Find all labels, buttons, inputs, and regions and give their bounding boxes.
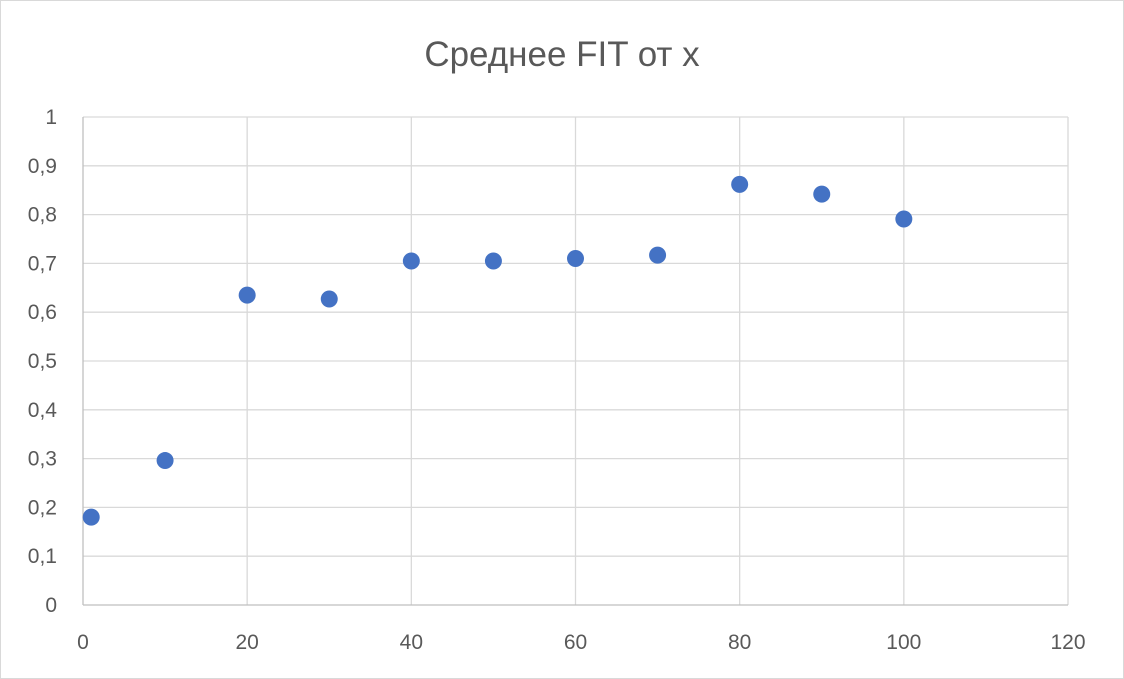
y-tick-label: 0,1 [28, 545, 57, 568]
y-axis-tick-labels: 0 0,1 0,2 0,3 0,4 0,5 0,6 0,7 0,8 0,9 1 [28, 106, 58, 617]
axes [82, 117, 1068, 606]
x-tick-label: 40 [400, 631, 423, 654]
y-tick-label: 0,5 [28, 350, 57, 373]
y-tick-label: 0,2 [28, 496, 57, 519]
x-tick-label: 0 [77, 631, 89, 654]
data-points [82, 175, 913, 526]
y-tick-label: 1 [45, 106, 57, 129]
data-point [649, 246, 667, 264]
gridlines [83, 116, 1069, 605]
data-point [731, 175, 749, 193]
data-point [402, 252, 420, 270]
x-axis-tick-labels: 0 20 40 60 80 100 120 [77, 631, 1085, 654]
x-tick-label: 20 [235, 631, 258, 654]
y-tick-label: 0,4 [28, 399, 58, 422]
y-tick-label: 0,9 [28, 155, 57, 178]
y-tick-label: 0,6 [28, 301, 57, 324]
x-tick-label: 60 [564, 631, 587, 654]
data-point [82, 508, 100, 526]
data-point [895, 210, 913, 228]
data-point [813, 185, 831, 203]
y-tick-label: 0,3 [28, 448, 57, 471]
data-point [484, 252, 502, 270]
data-point [320, 290, 338, 308]
x-tick-label: 80 [728, 631, 751, 654]
chart-title: Среднее FIT от x [424, 35, 700, 74]
x-tick-label: 120 [1050, 631, 1085, 654]
data-point [238, 286, 256, 304]
y-tick-label: 0,8 [28, 204, 57, 227]
x-tick-label: 100 [886, 631, 921, 654]
data-point [156, 452, 174, 470]
y-tick-label: 0 [45, 594, 57, 617]
data-point [567, 250, 584, 268]
y-tick-label: 0,7 [28, 252, 57, 275]
